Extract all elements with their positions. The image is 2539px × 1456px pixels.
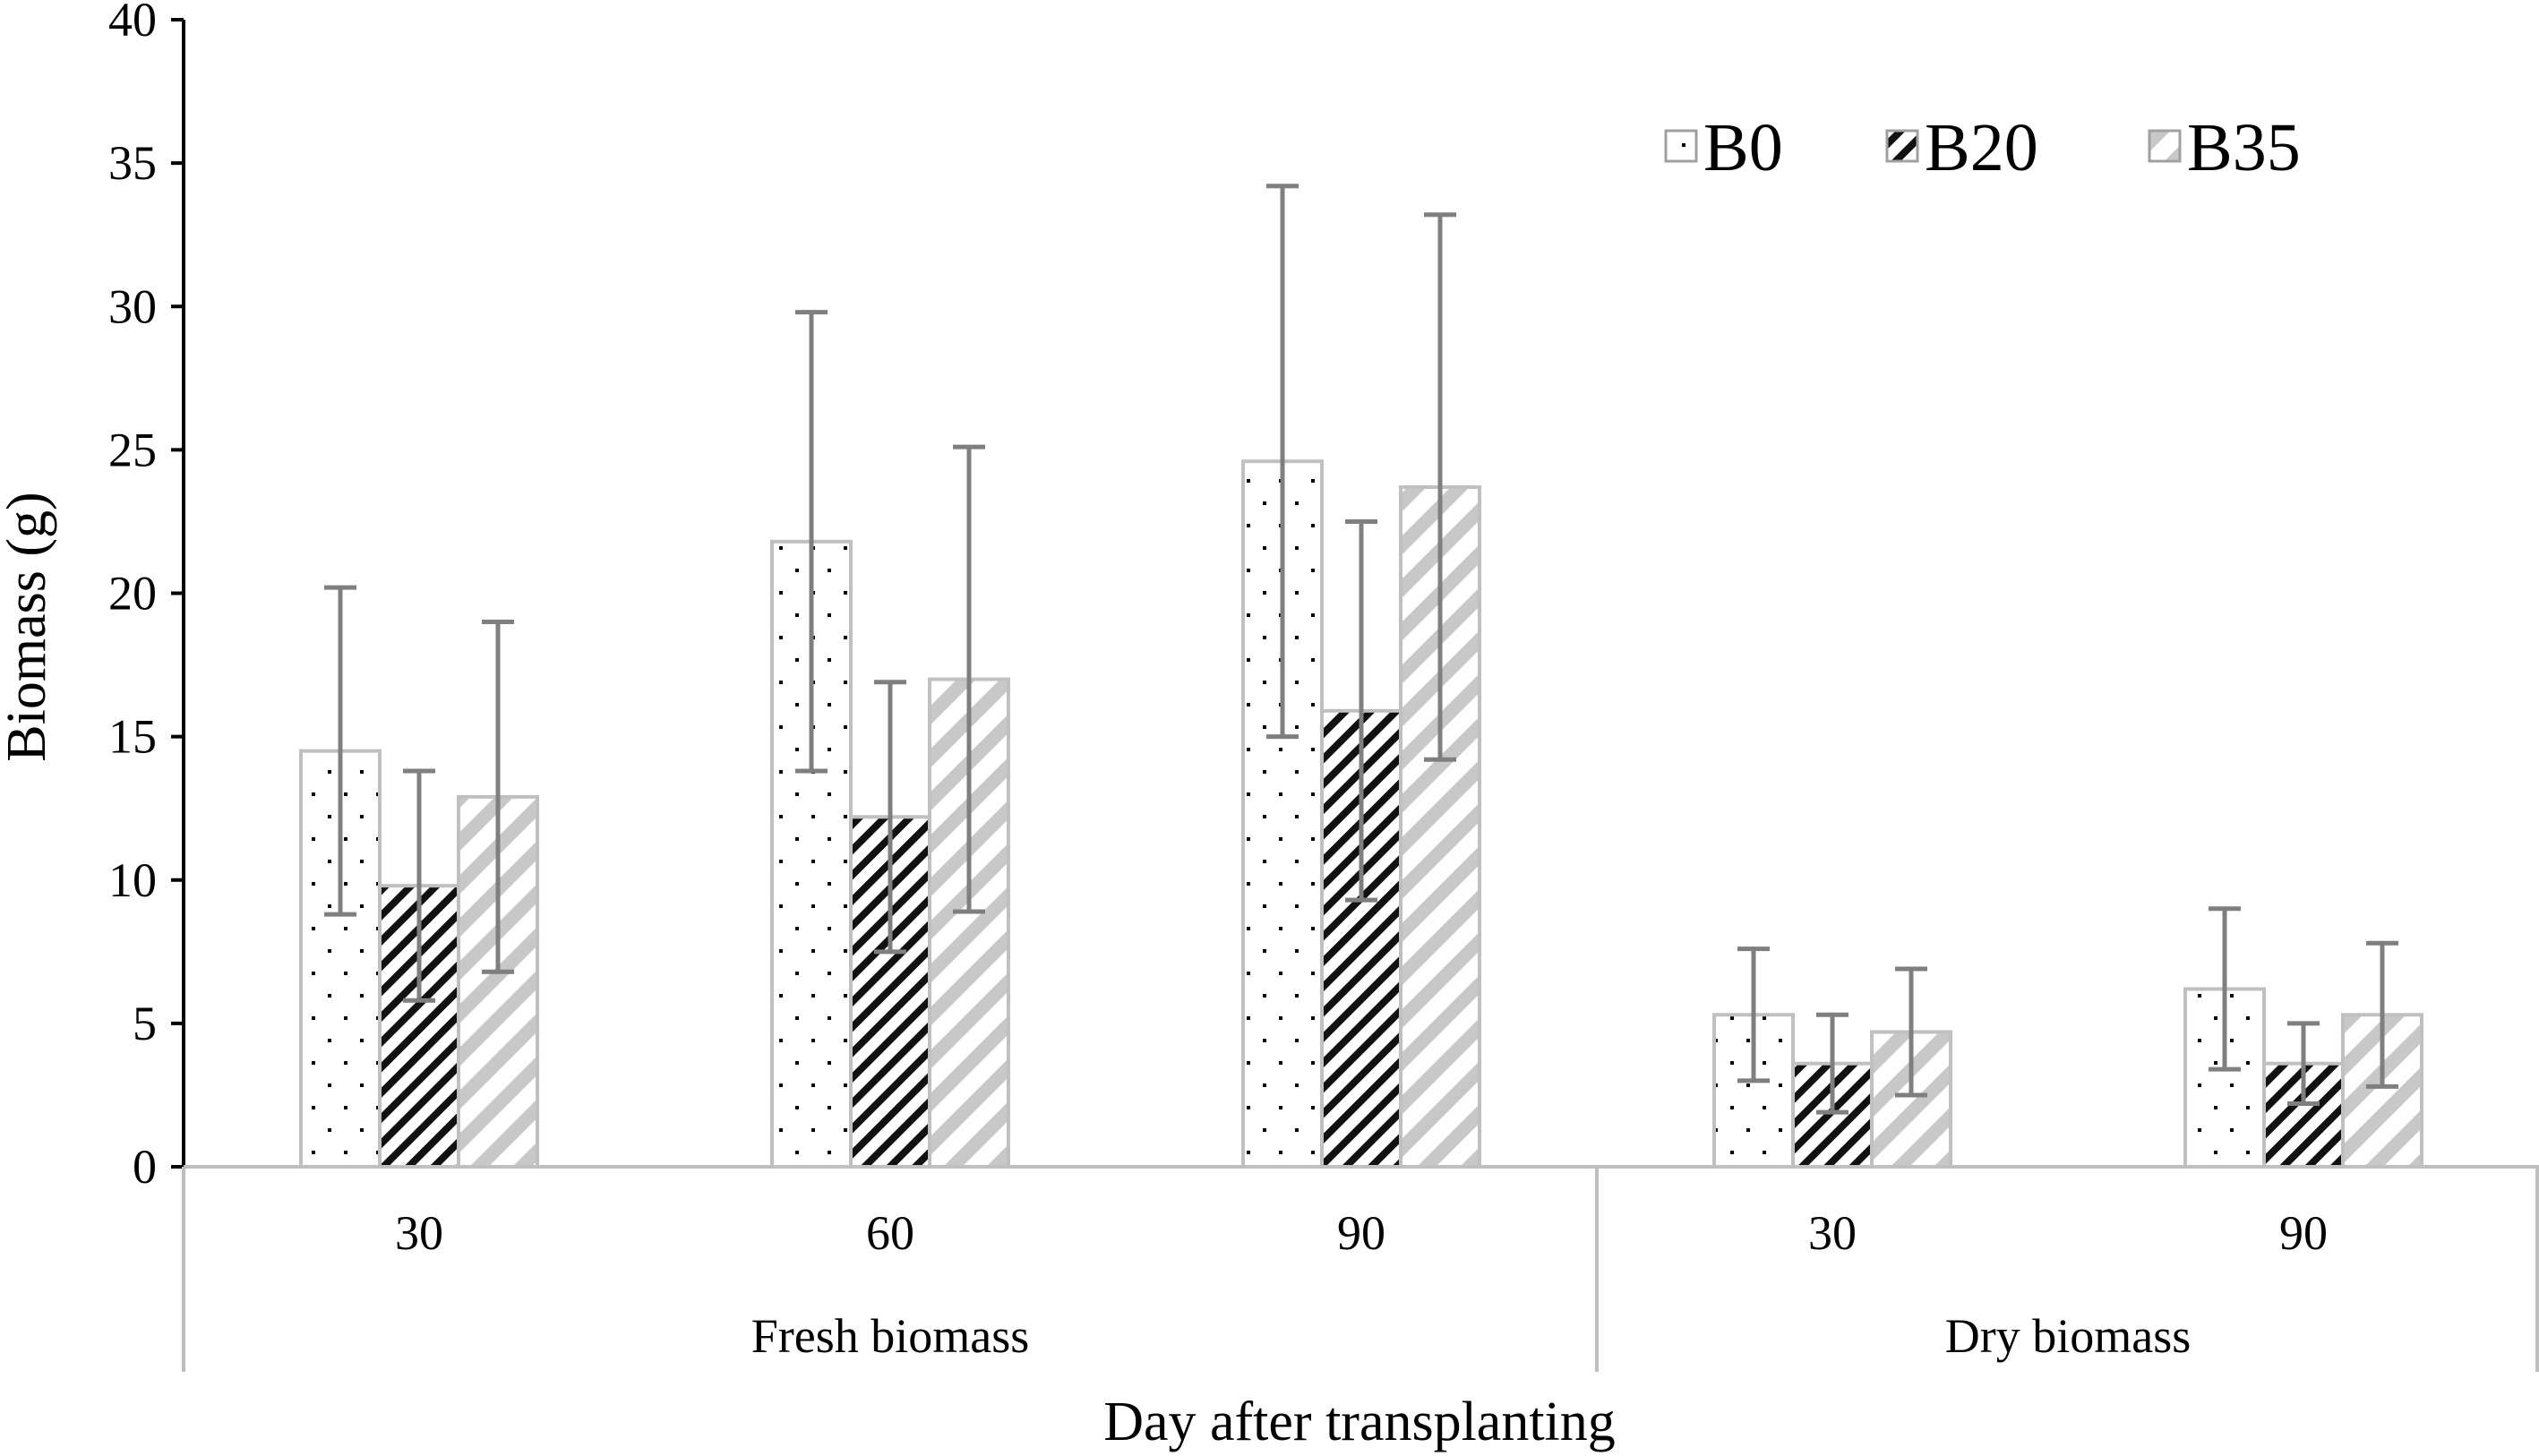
x-tick-label: 30 [1808,1206,1857,1260]
legend: B0 B20 B35 [1664,110,2301,185]
legend-item-b35: B35 [2148,110,2301,185]
y-tick-label: 40 [108,0,157,47]
y-tick-label: 35 [108,136,157,190]
x-tick-label: 90 [2279,1206,2328,1260]
error-bar [795,310,828,774]
legend-item-b0: B0 [1664,110,1783,185]
legend-label: B35 [2187,110,2301,185]
labels-layer: 0 5 10 15 20 25 30 35 40 30 60 90 30 90 Fresh biomass D… [108,0,2328,1363]
legend-swatch [1885,129,1919,163]
x-tick-label: 90 [1337,1206,1385,1260]
error-bar [1266,184,1299,740]
error-bar [1816,1012,1848,1115]
y-tick-label: 30 [108,279,157,333]
error-bar [1895,966,1927,1098]
y-tick-label: 0 [133,1140,157,1194]
legend-label: B20 [1925,110,2038,185]
error-bar [324,585,356,917]
bars-layer [299,459,2423,1169]
error-bar [2209,906,2241,1072]
bar-b35 [2341,1013,2423,1169]
error-bar [2366,940,2398,1089]
legend-item-b20: B20 [1885,110,2038,185]
y-tick-label: 25 [108,423,157,476]
x-axis-title: Day after transplanting [1103,1392,1616,1452]
x-tick-label: 30 [395,1206,443,1260]
error-bar [403,768,435,1003]
group-label: Fresh biomass [751,1309,1030,1363]
error-bar [874,680,906,955]
legend-label: B0 [1703,110,1783,185]
error-bar [1424,212,1456,762]
y-tick-label: 5 [133,997,157,1050]
error-bar [953,444,985,914]
group-label: Dry biomass [1945,1309,2191,1363]
y-axis-title: Biomass (g) [0,492,57,761]
y-tick-label: 20 [108,567,157,621]
error-bars-layer [324,184,2398,1115]
x-tick-label: 60 [866,1206,914,1260]
error-bar [482,620,514,974]
legend-swatch [1664,129,1698,163]
axis-layer [171,18,2539,1372]
y-tick-label: 15 [108,710,157,764]
error-bar [1345,518,1377,903]
error-bar [1737,946,1770,1083]
error-bar [2287,1021,2320,1107]
legend-swatch [2148,129,2182,163]
y-tick-label: 10 [108,853,157,907]
